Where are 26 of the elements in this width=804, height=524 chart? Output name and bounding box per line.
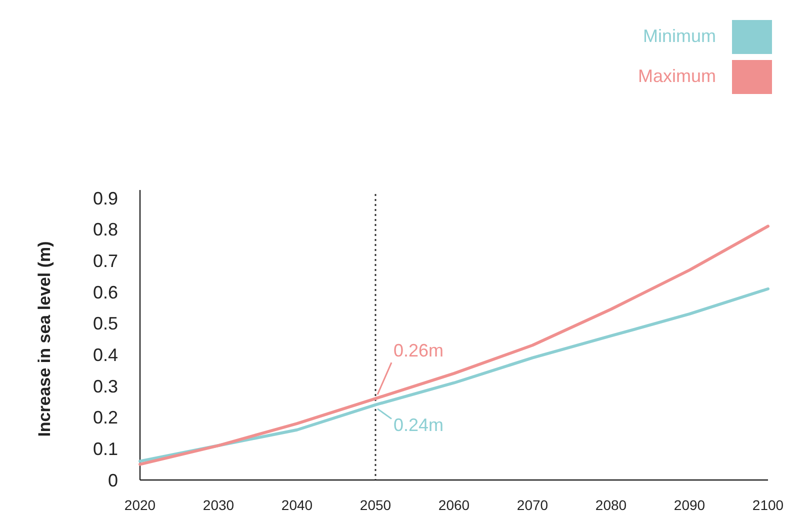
y-axis-title: Increase in sea level (m) (35, 241, 54, 437)
y-tick-label: 0.3 (92, 376, 118, 396)
y-tick-label: 0.9 (92, 188, 118, 208)
x-tick-label: 2100 (752, 497, 784, 513)
y-tick-label: 0.6 (92, 282, 118, 302)
x-tick-label: 2040 (281, 497, 313, 513)
annotation: 0.24m (394, 414, 444, 435)
x-tick-label: 2020 (124, 497, 156, 513)
y-tick-label: 0.7 (92, 250, 118, 271)
x-tick-label: 2060 (438, 497, 470, 513)
y-tick-label: 0.4 (92, 344, 118, 365)
x-tick-label: 2070 (516, 497, 548, 513)
x-tick-label: 2090 (674, 497, 706, 513)
y-tick-label: 0.8 (92, 220, 118, 240)
legend-label: Maximum (638, 66, 716, 86)
y-tick-label: 0 (108, 470, 118, 490)
y-tick-label: 0.5 (92, 314, 118, 334)
legend-label: Minimum (642, 26, 716, 46)
annotation: 0.26m (394, 340, 444, 361)
x-tick-label: 2030 (202, 497, 234, 513)
line-series (138, 224, 770, 466)
y-tick-label: 0.2 (92, 408, 118, 428)
line-series (138, 287, 770, 463)
y-tick-label: 0.1 (92, 438, 118, 459)
x-tick-label: 2050 (360, 497, 392, 513)
x-tick-label: 2080 (595, 497, 627, 513)
